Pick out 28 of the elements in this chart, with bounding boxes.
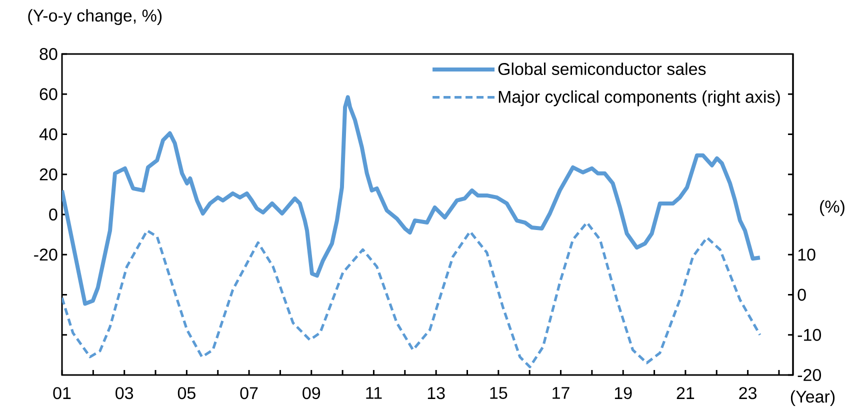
y-axis-title: (Y-o-y change, %) [28, 9, 162, 26]
x-tick-label: 01 [53, 387, 71, 400]
x-tick-label: 09 [302, 387, 320, 400]
line-series [62, 221, 762, 368]
y-tick-label: 40 [39, 128, 58, 140]
y-tick-label: 0 [49, 208, 58, 221]
x-tick-label: 19 [614, 387, 632, 400]
x-tick-label: 03 [116, 387, 134, 400]
legend-label: Global semiconductor sales [498, 62, 706, 76]
y-tick-label: 60 [40, 88, 58, 100]
y2-tick-label: -20 [798, 368, 821, 382]
x-tick-label: 23 [739, 387, 757, 400]
y-tick-label: 20 [40, 168, 58, 180]
x-tick-label: 05 [178, 387, 196, 400]
x-tick-label: 17 [552, 387, 570, 399]
x-tick-label: 07 [240, 387, 258, 400]
y2-tick-label: -10 [798, 328, 821, 341]
x-axis-title: (Year) [790, 390, 835, 406]
x-tick-label: 15 [490, 387, 508, 399]
x-tick-label: 21 [676, 387, 694, 399]
y-tick-label: 80 [40, 48, 58, 60]
x-tick-label: 11 [366, 387, 382, 399]
legend-label: Major cyclical components (right axis) [498, 90, 780, 106]
y2-tick-label: 0 [798, 288, 806, 301]
x-tick-label: 13 [428, 387, 445, 400]
y2-tick-label: 10 [798, 248, 816, 261]
y2-axis-title: (%) [820, 200, 844, 216]
y-tick-label: -20 [34, 248, 58, 261]
